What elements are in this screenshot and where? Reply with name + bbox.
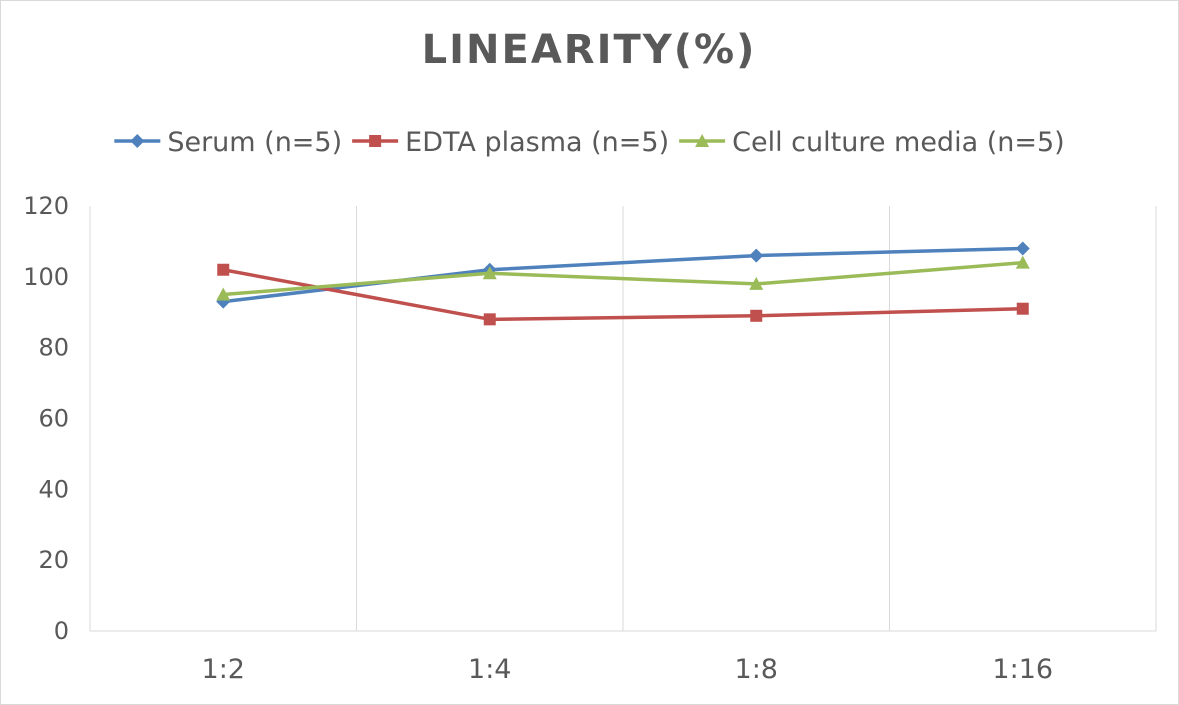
data-point xyxy=(217,263,230,276)
data-point xyxy=(483,313,496,326)
x-axis: 1:2 1:4 1:8 1:16 xyxy=(202,654,1054,685)
legend-label: EDTA plasma (n=5) xyxy=(405,127,669,158)
series-line xyxy=(223,260,1023,297)
chart-title: LINEARITY(%) xyxy=(422,27,757,73)
legend-item: Cell culture media (n=5) xyxy=(679,127,1065,158)
y-tick-label: 120 xyxy=(23,192,69,220)
data-point xyxy=(749,248,764,263)
legend-swatch-marker xyxy=(130,134,145,148)
y-axis: 0 20 40 60 80 100 120 xyxy=(23,192,69,645)
series-line xyxy=(223,246,1023,304)
legend-item: EDTA plasma (n=5) xyxy=(352,127,669,158)
x-tick-label: 1:16 xyxy=(992,654,1053,685)
series-3 xyxy=(216,255,1030,301)
series-line xyxy=(222,268,1023,322)
legend-label: Serum (n=5) xyxy=(167,127,342,158)
data-point xyxy=(1015,241,1030,256)
y-tick-label: 0 xyxy=(54,617,69,645)
legend-swatch-marker xyxy=(369,135,382,147)
legend-label: Cell culture media (n=5) xyxy=(732,127,1065,158)
x-tick-label: 1:4 xyxy=(468,654,511,685)
data-point xyxy=(749,276,764,290)
data-point xyxy=(482,266,497,280)
y-tick-label: 20 xyxy=(38,546,69,574)
data-point xyxy=(1015,255,1030,269)
legend-item: Serum (n=5) xyxy=(114,127,342,158)
y-tick-label: 60 xyxy=(38,405,69,433)
y-tick-label: 80 xyxy=(38,334,69,362)
grid-lines xyxy=(89,206,1157,632)
data-point xyxy=(216,287,231,301)
data-point xyxy=(1016,302,1029,315)
data-point xyxy=(750,309,763,322)
legend: Serum (n=5) EDTA plasma (n=5) Cell culture… xyxy=(114,127,1065,158)
x-tick-label: 1:2 xyxy=(202,654,245,685)
y-tick-label: 40 xyxy=(38,475,69,503)
y-tick-label: 100 xyxy=(23,263,69,291)
series-layer xyxy=(216,241,1030,326)
x-tick-label: 1:8 xyxy=(735,654,778,685)
series-2 xyxy=(217,263,1029,326)
legend-swatch-marker xyxy=(695,134,710,147)
